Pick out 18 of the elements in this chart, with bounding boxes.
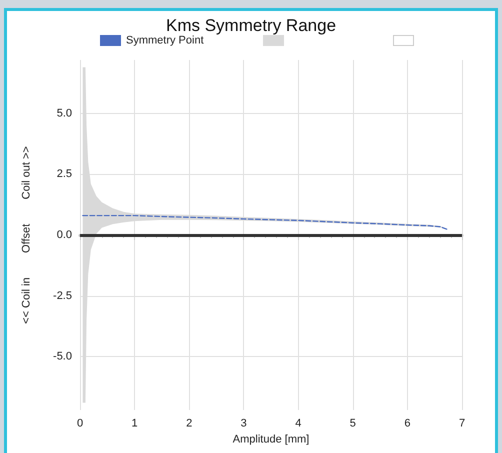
y-tick-label: -5.0: [53, 350, 72, 363]
line-series: [82, 214, 448, 230]
y-tick-label: 5.0: [56, 107, 72, 120]
x-tick-label: 3: [240, 418, 247, 430]
y-tick-label: 2.5: [56, 168, 72, 180]
y-axis-title: << Coil in Offset Coil out >>: [20, 146, 32, 324]
x-axis-title: Amplitude [mm]: [232, 433, 310, 446]
y-tick-label: 0.0: [56, 229, 72, 241]
x-tick-label: 7: [458, 418, 466, 430]
x-tick-label: 5: [350, 418, 356, 430]
x-tick-label: 0: [76, 418, 84, 430]
x-tick-label: 2: [186, 418, 192, 430]
y-tick-label: -2.5: [53, 290, 72, 302]
chart-title: Kms Symmetry Range: [166, 16, 336, 35]
x-tick-label: 4: [295, 418, 302, 430]
x-tick-label: 6: [404, 418, 410, 430]
legend-label: Symmetry Point: [126, 34, 204, 46]
x-tick-label: 1: [132, 418, 138, 430]
